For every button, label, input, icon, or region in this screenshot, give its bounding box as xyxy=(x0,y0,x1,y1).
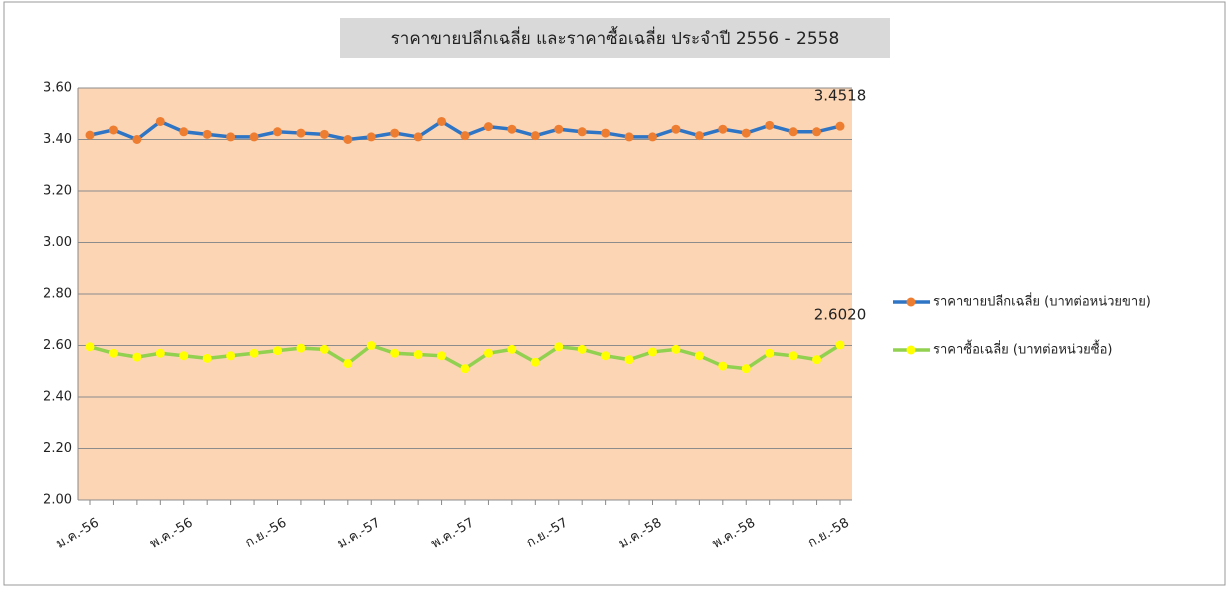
marker xyxy=(577,344,587,354)
marker xyxy=(366,341,376,350)
marker xyxy=(483,348,493,358)
chart-title: ราคาขายปลีกเฉลี่ย และราคาซื้อเฉลี่ย ประจ… xyxy=(391,26,840,49)
marker xyxy=(249,348,259,358)
marker xyxy=(85,130,95,140)
marker xyxy=(507,124,517,134)
y-tick-label: 3.00 xyxy=(43,235,72,250)
marker xyxy=(155,116,165,126)
title-box xyxy=(340,18,890,58)
marker xyxy=(671,124,681,134)
marker xyxy=(390,348,400,358)
legend-label: ราคาขายปลีกเฉลี่ย (บาทต่อหน่วยขาย) xyxy=(933,293,1151,310)
marker xyxy=(694,131,704,141)
marker xyxy=(319,344,329,354)
y-tick-label: 2.40 xyxy=(43,390,72,405)
marker xyxy=(835,340,845,350)
y-tick-label: 3.40 xyxy=(43,132,72,147)
marker xyxy=(296,128,306,138)
marker xyxy=(648,347,657,357)
marker xyxy=(226,132,236,142)
marker xyxy=(507,344,517,354)
marker xyxy=(765,120,775,130)
y-tick-label: 2.60 xyxy=(43,338,72,353)
marker xyxy=(132,352,142,362)
marker xyxy=(108,125,118,135)
marker xyxy=(366,132,376,142)
marker xyxy=(812,355,822,365)
data-label: 2.6020 xyxy=(814,305,867,323)
marker xyxy=(577,127,587,137)
marker xyxy=(108,348,118,358)
marker xyxy=(648,132,657,142)
legend-label: ราคาซื้อเฉลี่ย (บาทต่อหน่วยซื้อ) xyxy=(933,340,1112,358)
marker xyxy=(437,351,447,361)
marker xyxy=(202,129,212,139)
marker xyxy=(460,131,470,141)
marker xyxy=(319,129,329,139)
y-tick-label: 2.20 xyxy=(43,441,72,456)
legend-marker xyxy=(906,345,916,355)
marker xyxy=(741,128,751,138)
marker xyxy=(624,132,634,142)
marker xyxy=(226,351,236,361)
marker xyxy=(296,343,306,353)
marker xyxy=(835,121,845,131)
marker xyxy=(530,357,540,367)
marker xyxy=(413,350,423,360)
marker xyxy=(483,122,493,132)
marker xyxy=(85,342,95,352)
marker xyxy=(601,351,611,361)
y-tick-label: 3.60 xyxy=(43,81,72,96)
marker xyxy=(202,353,212,363)
marker xyxy=(460,364,470,374)
marker xyxy=(788,127,798,137)
marker xyxy=(741,364,751,374)
marker xyxy=(554,124,564,134)
marker xyxy=(694,351,704,361)
marker xyxy=(788,351,798,361)
marker xyxy=(155,348,165,358)
marker xyxy=(671,344,681,354)
marker xyxy=(390,128,400,138)
marker xyxy=(413,132,423,142)
marker xyxy=(554,342,564,352)
marker xyxy=(343,359,353,369)
marker xyxy=(718,361,728,371)
y-tick-label: 3.20 xyxy=(43,184,72,199)
marker xyxy=(530,131,540,141)
legend-marker xyxy=(906,297,916,307)
marker xyxy=(179,127,189,137)
marker xyxy=(249,132,259,142)
y-tick-label: 2.00 xyxy=(43,493,72,508)
marker xyxy=(132,135,142,144)
marker xyxy=(179,351,189,361)
y-tick-label: 2.80 xyxy=(43,287,72,302)
marker xyxy=(718,124,728,134)
marker xyxy=(765,348,775,358)
data-label: 3.4518 xyxy=(814,87,867,105)
marker xyxy=(812,127,822,137)
marker xyxy=(437,116,447,126)
marker xyxy=(624,355,634,365)
marker xyxy=(273,127,282,137)
marker xyxy=(273,346,282,356)
marker xyxy=(601,128,611,138)
marker xyxy=(343,135,353,144)
